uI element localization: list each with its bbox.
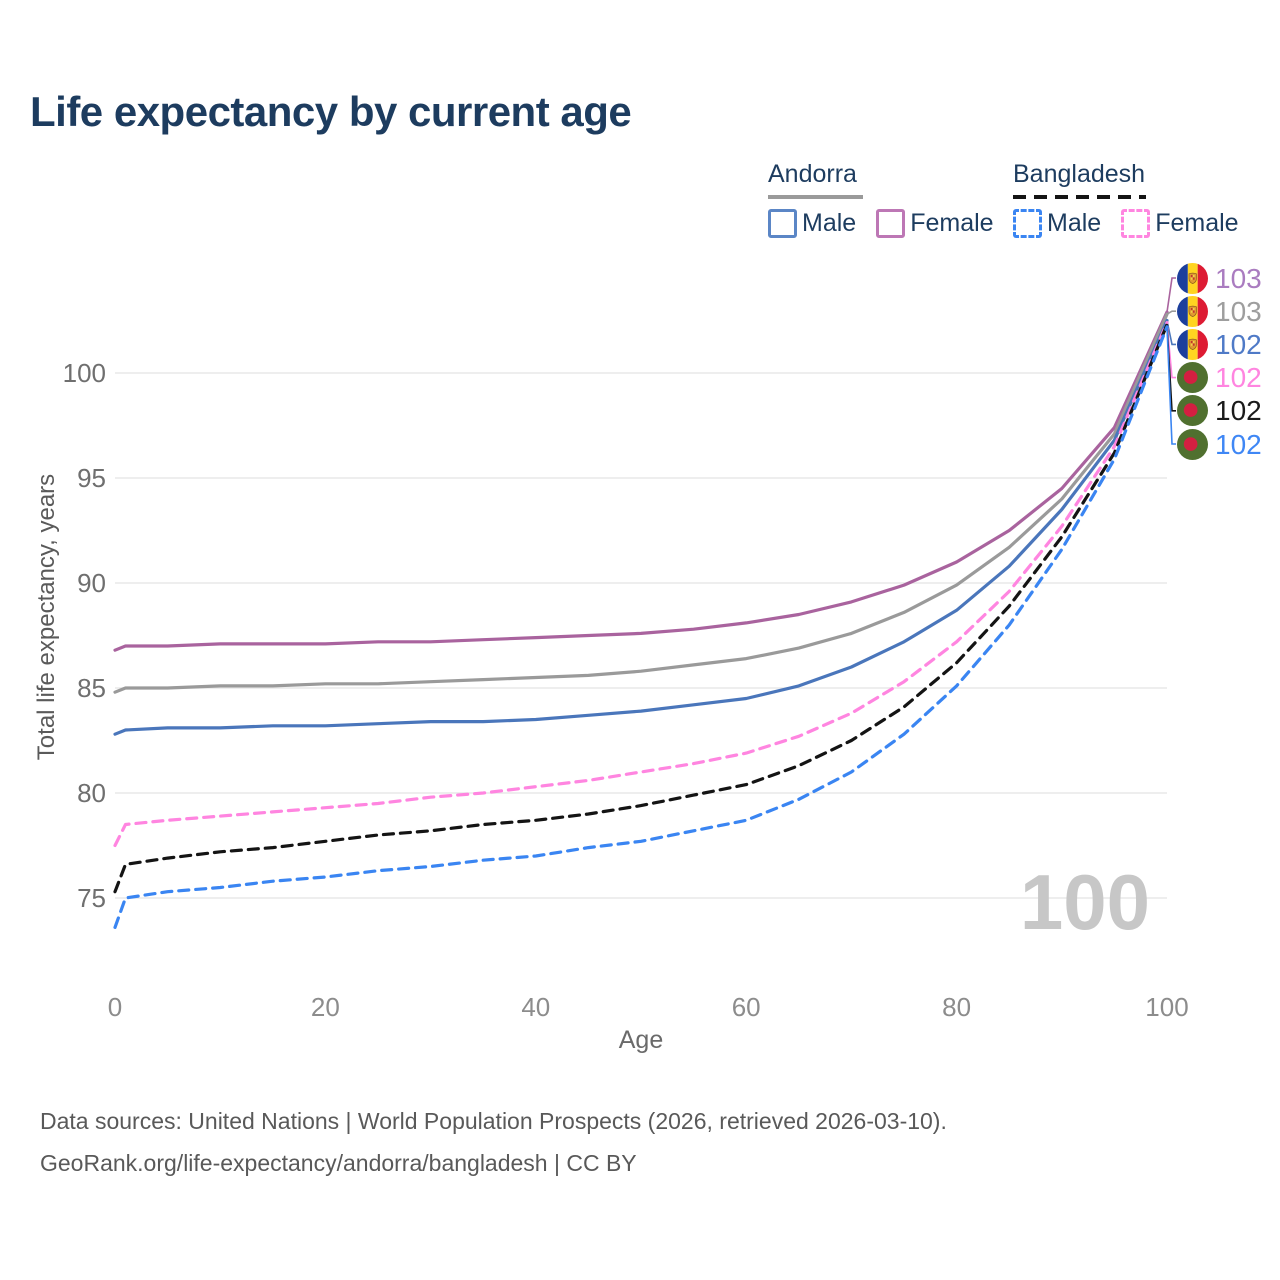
footer-attribution-link[interactable]: GeoRank.org/life-expectancy/andorra/bang…: [40, 1150, 637, 1176]
y-axis-title: Total life expectancy, years: [33, 473, 60, 761]
bangladesh-flag-icon: [1177, 395, 1208, 427]
legend-swatch-andorra-male: [768, 209, 797, 238]
chart-title: Life expectancy by current age: [30, 88, 632, 135]
end-label-value: 102: [1215, 395, 1262, 427]
end-label-value: 102: [1215, 362, 1262, 394]
legend-country-andorra[interactable]: Andorra: [768, 160, 857, 188]
leader-line-bangladesh-male: [1166, 326, 1176, 445]
legend-item-bangladesh-female[interactable]: Female: [1121, 209, 1239, 238]
andorra-flag-icon: [1177, 262, 1208, 294]
bangladesh-flag-icon: [1177, 428, 1208, 460]
series-line-bangladesh-male[interactable]: [113, 325, 1169, 930]
end-label-andorra-female: 103: [1177, 262, 1262, 295]
series-line-andorra-all[interactable]: [113, 312, 1169, 694]
x-tick-label-20: 20: [310, 992, 340, 1022]
end-label-bangladesh-female: 102: [1177, 361, 1262, 394]
legend-item-bangladesh-male[interactable]: Male: [1013, 209, 1101, 238]
andorra-flag-icon: [1177, 328, 1208, 360]
legend-swatch-andorra-female: [876, 209, 906, 238]
end-label-bangladesh-all: 102: [1177, 394, 1262, 427]
legend-underline-bangladesh: [1013, 195, 1146, 199]
legend-item-andorra-female[interactable]: Female: [876, 209, 994, 238]
series-line-andorra-female[interactable]: [113, 310, 1169, 652]
series-line-bangladesh-all[interactable]: [113, 323, 1169, 894]
hover-age-readout: 100: [1019, 858, 1150, 946]
andorra-flag-icon: [1177, 295, 1208, 327]
y-tick-label-75: 75: [77, 883, 106, 913]
y-tick-label-95: 95: [77, 463, 106, 493]
x-tick-label-0: 0: [107, 992, 123, 1022]
legend-item-label: Male: [1047, 209, 1102, 237]
end-label-bangladesh-male: 102: [1177, 428, 1262, 461]
legend-item-label: Female: [910, 209, 994, 237]
legend-group-bangladesh: Bangladesh Male Female: [1013, 160, 1239, 238]
series-line-andorra-male[interactable]: [113, 318, 1169, 736]
legend-group-andorra: Andorra Male Female: [768, 160, 994, 238]
legend-swatch-bangladesh-male: [1013, 209, 1042, 238]
end-label-value: 102: [1215, 428, 1262, 460]
y-tick-label-85: 85: [77, 673, 106, 703]
y-tick-label-80: 80: [77, 778, 106, 808]
end-label-value: 103: [1215, 295, 1262, 327]
leader-line-andorra-male: [1166, 320, 1176, 346]
x-tick-label-80: 80: [942, 992, 972, 1022]
legend-swatch-bangladesh-female: [1121, 209, 1151, 238]
end-label-andorra-all: 103: [1177, 295, 1262, 328]
legend-item-andorra-male[interactable]: Male: [768, 209, 856, 238]
x-tick-label-100: 100: [1145, 992, 1189, 1022]
legend-underline-andorra: [768, 195, 863, 199]
y-tick-label-90: 90: [77, 568, 106, 598]
bangladesh-flag-icon: [1177, 362, 1208, 394]
x-axis-title: Age: [618, 1026, 664, 1054]
x-tick-label-40: 40: [521, 992, 551, 1022]
legend-item-label: Female: [1155, 209, 1239, 237]
legend-country-bangladesh[interactable]: Bangladesh: [1013, 160, 1146, 188]
end-label-value: 102: [1215, 328, 1262, 360]
legend-item-label: Male: [802, 209, 857, 237]
footer-data-sources: Data sources: United Nations | World Pop…: [40, 1108, 947, 1134]
legend-items-bangladesh: Male Female: [1013, 209, 1239, 238]
leader-line-andorra-female: [1166, 277, 1176, 313]
series-line-bangladesh-female[interactable]: [113, 321, 1169, 848]
y-tick-label-100: 100: [62, 358, 106, 388]
leader-line-andorra-all: [1166, 310, 1176, 315]
legend-items-andorra: Male Female: [768, 209, 994, 238]
x-tick-label-60: 60: [731, 992, 761, 1022]
end-label-value: 103: [1215, 262, 1262, 294]
end-label-andorra-male: 102: [1177, 328, 1262, 361]
